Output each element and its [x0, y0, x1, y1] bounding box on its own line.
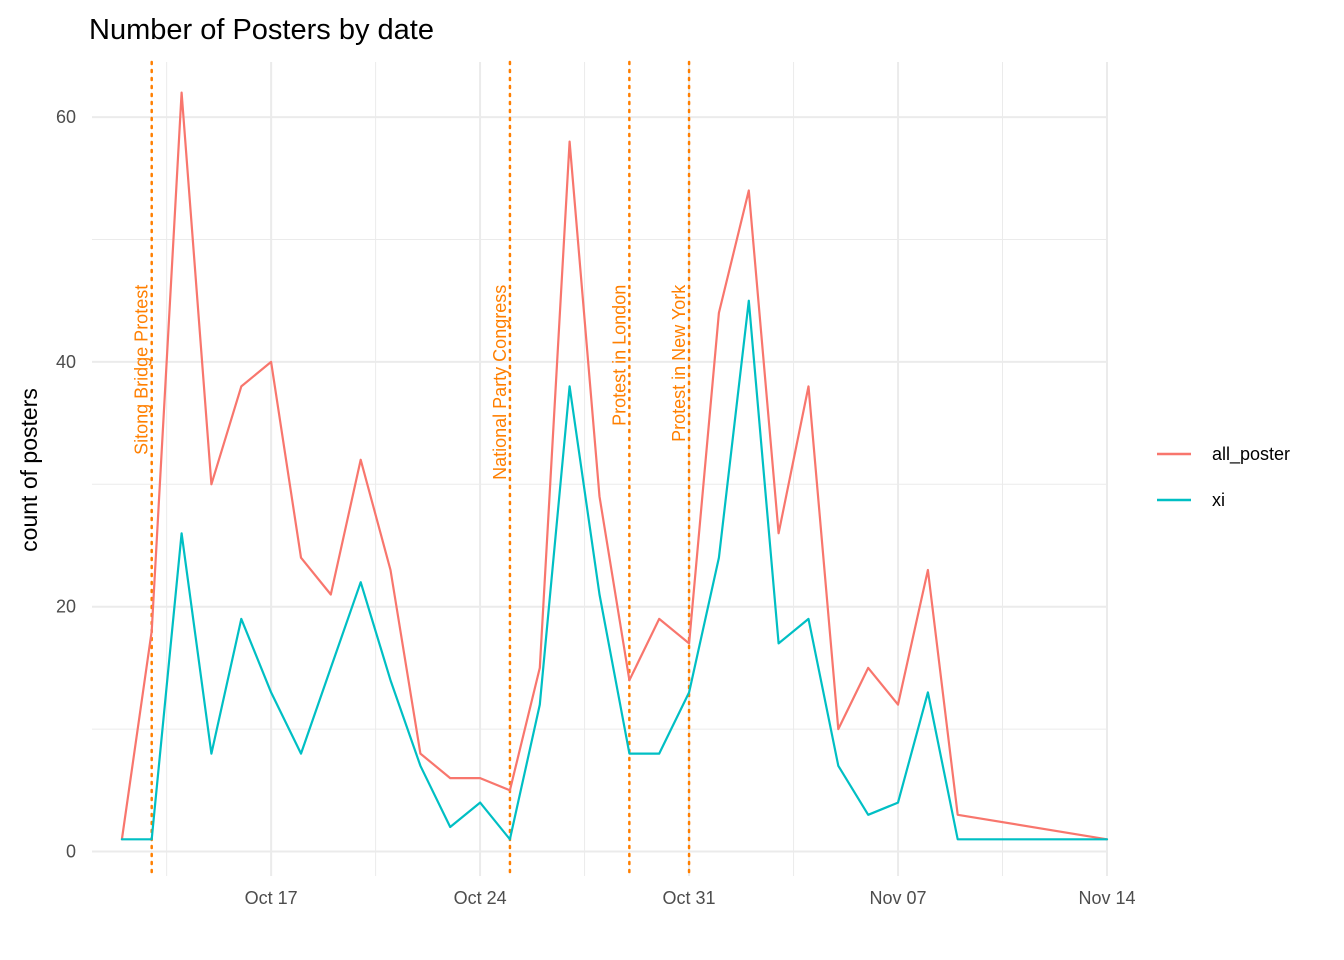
y-axis-ticks: 0 20 40 60	[56, 107, 76, 861]
x-tick-label: Oct 31	[663, 888, 716, 908]
series-line-all_poster	[120, 91, 1109, 841]
chart-title: Number of Posters by date	[89, 14, 434, 46]
x-tick-label: Nov 14	[1078, 888, 1135, 908]
series-line-xi	[120, 299, 1109, 841]
x-tick-label: Oct 17	[245, 888, 298, 908]
x-tick-label: Nov 07	[870, 888, 927, 908]
grid	[92, 62, 1108, 876]
event-label: Sitong Bridge Protest	[132, 285, 152, 455]
x-tick-label: Oct 24	[454, 888, 507, 908]
legend-item-xi: xi	[1157, 490, 1225, 510]
legend-item-all_poster: all_poster	[1157, 444, 1290, 465]
legend-label: xi	[1212, 490, 1225, 510]
x-axis-ticks: Oct 17 Oct 24 Oct 31 Nov 07 Nov 14	[245, 888, 1136, 908]
legend-label: all_poster	[1212, 444, 1290, 465]
event-markers: Sitong Bridge Protest National Party Cong…	[132, 60, 691, 878]
event-label: Protest in London	[609, 285, 629, 426]
y-axis-title: count of posters	[16, 388, 42, 552]
event-label: Protest in New York	[669, 284, 689, 442]
y-tick-label: 60	[56, 107, 76, 127]
y-tick-label: 40	[56, 352, 76, 372]
series-lines	[120, 91, 1109, 841]
y-tick-label: 20	[56, 597, 76, 617]
y-tick-label: 0	[66, 842, 76, 862]
event-label: National Party Congress	[490, 285, 510, 480]
